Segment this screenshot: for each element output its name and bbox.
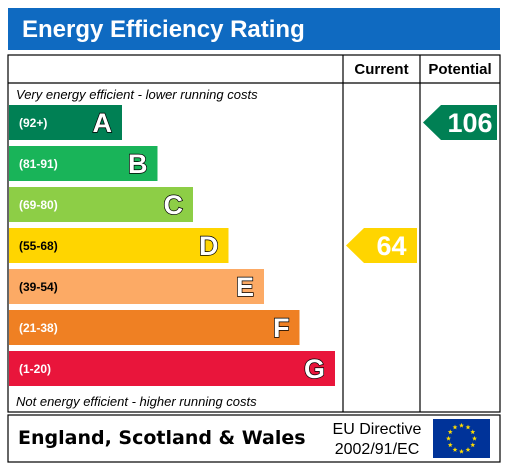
eu-star-icon	[446, 435, 451, 441]
footer-frame	[7, 414, 501, 463]
band-d-bar	[9, 228, 229, 263]
band-g-bar	[9, 351, 335, 386]
band-b-letter: B	[128, 149, 148, 179]
top-efficiency-note: Very energy efficient - lower running co…	[16, 87, 258, 102]
rating-bands: (92+) A (81-91) B (69-80) C (55-68) D (39-54) E (2…	[9, 105, 335, 386]
current-rating-arrow	[346, 228, 417, 263]
eu-flag-icon	[433, 419, 490, 458]
band-e-range: (39-54)	[19, 280, 58, 294]
eu-directive-line-2: 2002/91/EC	[335, 441, 420, 458]
region-label: England, Scotland & Wales	[18, 427, 306, 449]
title-banner	[8, 8, 500, 50]
eu-star-icon	[470, 429, 476, 435]
band-e-letter: E	[236, 272, 254, 302]
band-f-bar	[9, 310, 300, 345]
band-d-letter: D	[199, 231, 219, 261]
band-a-bar	[9, 105, 122, 140]
eu-star-icon	[459, 448, 464, 454]
eu-star-icon	[470, 442, 476, 448]
chart-title: Energy Efficiency Rating	[22, 16, 305, 43]
band-a-letter: A	[93, 108, 113, 138]
band-g-letter: G	[304, 354, 325, 384]
band-c-bar	[9, 187, 193, 222]
potential-rating-arrow	[423, 105, 497, 140]
eu-star-icon	[459, 422, 464, 428]
rating-markers: 64 106	[346, 105, 497, 263]
eu-star-icon	[447, 429, 453, 435]
band-d-range: (55-68)	[19, 239, 58, 253]
band-f-letter: F	[273, 313, 290, 343]
eu-star-icon	[452, 447, 458, 452]
eu-directive-line-1: EU Directive	[333, 421, 422, 438]
band-e-bar	[9, 269, 264, 304]
eu-star-icon	[472, 435, 477, 441]
band-b-bar	[9, 146, 158, 181]
eu-star-icon	[447, 442, 453, 448]
current-column-header: Current	[354, 61, 408, 78]
band-a-range: (92+)	[19, 116, 47, 130]
eu-star-icon	[465, 424, 471, 430]
band-g-range: (1-20)	[19, 362, 51, 376]
potential-column-header: Potential	[428, 61, 491, 78]
bottom-efficiency-note: Not energy efficient - higher running co…	[16, 394, 257, 409]
band-b-range: (81-91)	[19, 157, 58, 171]
band-c-letter: C	[164, 190, 184, 220]
eu-star-icon	[465, 447, 471, 452]
eu-star-icon	[452, 424, 458, 430]
band-c-range: (69-80)	[19, 198, 58, 212]
band-f-range: (21-38)	[19, 321, 58, 335]
potential-rating-value: 106	[447, 108, 492, 138]
current-rating-value: 64	[376, 231, 406, 261]
